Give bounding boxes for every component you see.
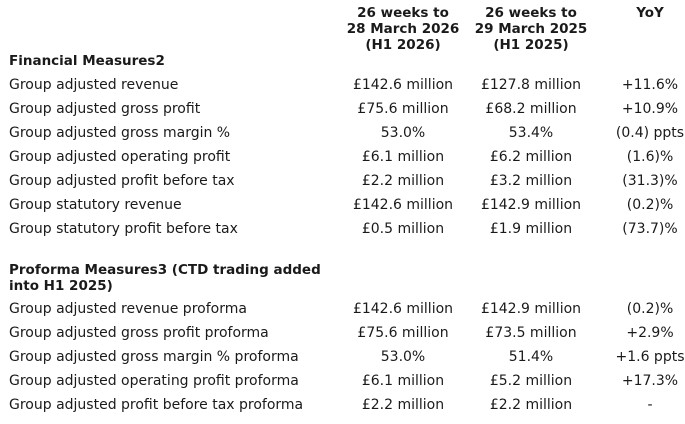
row-label: Group adjusted gross margin % proforma (9, 349, 299, 365)
value-yoy: (1.6)% (626, 149, 674, 165)
value-h1-2025: £142.9 million (480, 197, 582, 213)
value-h1-2025: £2.2 million (489, 397, 573, 413)
value-yoy: (0.2)% (626, 301, 674, 317)
row-label: Group adjusted profit before tax (9, 173, 235, 189)
table-row: Group adjusted gross margin % 53.0% 53.4% (… (0, 121, 685, 145)
row-label: Group adjusted gross profit (9, 101, 201, 117)
value-h1-2026: £2.2 million (361, 397, 445, 413)
row-label: Group adjusted operating profit (9, 149, 231, 165)
row-label: Group statutory profit before tax (9, 221, 238, 237)
value-h1-2025: £68.2 million (485, 101, 577, 117)
row-label: Group adjusted profit before tax proform… (9, 397, 304, 413)
table-row: Group adjusted gross margin % proforma 53… (0, 345, 685, 369)
value-h1-2026: 53.0% (380, 349, 426, 365)
row-label: Group adjusted revenue proforma (9, 301, 247, 317)
value-yoy: +17.3% (621, 373, 679, 389)
value-h1-2025: £142.9 million (480, 301, 582, 317)
table-row: Group statutory profit before tax £0.5 mi… (0, 217, 685, 241)
column-header-h1-2026: 26 weeks to 28 March 2026 (H1 2026) (346, 5, 460, 53)
value-h1-2026: £75.6 million (357, 325, 449, 341)
section-title-financial: Financial Measures2 (9, 53, 165, 69)
value-h1-2025: £73.5 million (485, 325, 577, 341)
table-row: Group adjusted gross profit £75.6 million… (0, 97, 685, 121)
table-row: Group adjusted profit before tax £2.2 mil… (0, 169, 685, 193)
section-title-proforma: Proforma Measures3 (CTD trading added in… (9, 262, 321, 294)
value-h1-2025: £6.2 million (489, 149, 573, 165)
table-row: Group statutory revenue £142.6 million £14… (0, 193, 685, 217)
table-row: Group adjusted revenue £142.6 million £127… (0, 73, 685, 97)
table-row: Group adjusted revenue proforma £142.6 mi… (0, 297, 685, 321)
value-h1-2025: £5.2 million (489, 373, 573, 389)
value-h1-2025: £1.9 million (489, 221, 573, 237)
table-row: Group adjusted operating profit proforma… (0, 369, 685, 393)
row-label: Group adjusted operating profit proforma (9, 373, 299, 389)
value-h1-2026: £6.1 million (361, 373, 445, 389)
value-h1-2026: 53.0% (380, 125, 426, 141)
value-h1-2025: 51.4% (508, 349, 554, 365)
value-h1-2026: £2.2 million (361, 173, 445, 189)
value-yoy: +2.9% (626, 325, 674, 341)
value-yoy: (0.2)% (626, 197, 674, 213)
value-h1-2026: £0.5 million (361, 221, 445, 237)
value-h1-2026: £142.6 million (352, 197, 454, 213)
column-header-h1-2025: 26 weeks to 29 March 2025 (H1 2025) (474, 5, 588, 53)
column-header-yoy: YoY (636, 5, 664, 21)
row-label: Group statutory revenue (9, 197, 182, 213)
value-yoy: +1.6 ppts (615, 349, 685, 365)
table-row: Group adjusted profit before tax proform… (0, 393, 685, 417)
value-h1-2025: 53.4% (508, 125, 554, 141)
value-h1-2026: £142.6 million (352, 301, 454, 317)
value-h1-2026: £75.6 million (357, 101, 449, 117)
value-yoy: (0.4) ppts (615, 125, 685, 141)
value-h1-2026: £6.1 million (361, 149, 445, 165)
table-row: Group adjusted gross profit proforma £75.… (0, 321, 685, 345)
table-row: Group adjusted operating profit £6.1 mill… (0, 145, 685, 169)
value-yoy: - (647, 397, 653, 413)
row-label: Group adjusted gross profit proforma (9, 325, 269, 341)
value-h1-2025: £3.2 million (489, 173, 573, 189)
value-yoy: (73.7)% (622, 221, 678, 237)
row-label: Group adjusted gross margin % (9, 125, 231, 141)
value-yoy: (31.3)% (622, 173, 678, 189)
value-h1-2026: £142.6 million (352, 77, 454, 93)
value-h1-2025: £127.8 million (480, 77, 582, 93)
row-label: Group adjusted revenue (9, 77, 179, 93)
value-yoy: +10.9% (621, 101, 679, 117)
value-yoy: +11.6% (621, 77, 679, 93)
